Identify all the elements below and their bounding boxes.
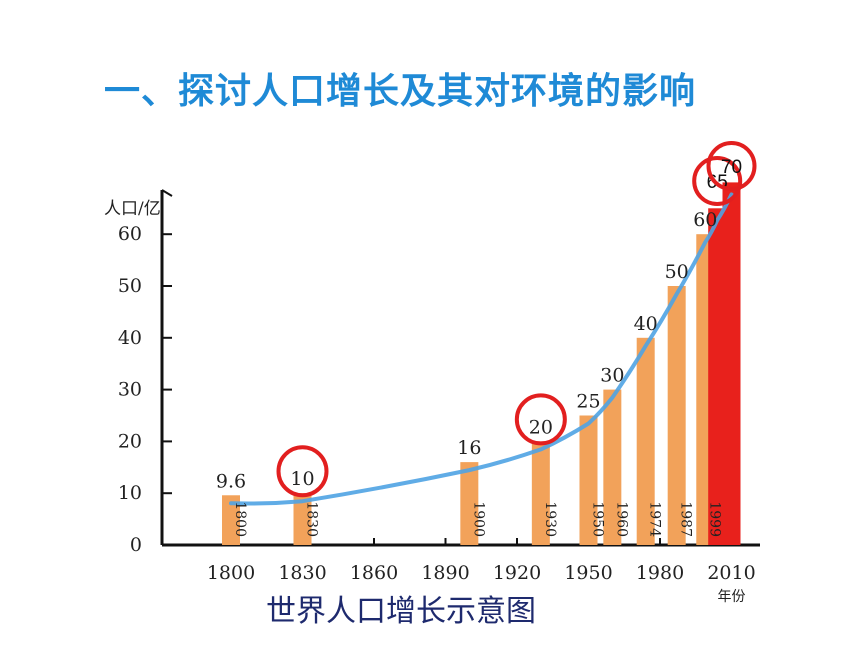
x-tick-label: 1920 — [493, 562, 541, 584]
y-axis-arrow — [161, 189, 173, 197]
x-tick-label: 1950 — [564, 562, 612, 584]
bar-value-label: 10 — [290, 468, 314, 490]
y-axis-title: 人口/亿 — [104, 199, 161, 219]
x-axis-extra-label: 年份 — [718, 589, 746, 605]
bar-year-label: 1800 — [232, 501, 248, 537]
slide-title: 一、探讨人口增长及其对环境的影响 — [104, 71, 697, 112]
chart-labels: 9.6 1800 10 1830 16 1900 20 1930 25 1950 30 1960 40 1… — [216, 209, 722, 537]
bar — [579, 415, 598, 545]
bar-year-label: 1987 — [678, 501, 694, 537]
x-tick-label: 1830 — [278, 562, 326, 584]
chart-caption: 世界人口增长示意图 — [266, 594, 536, 629]
x-tick-label: 2010 — [707, 562, 755, 584]
x-tick-label: 1890 — [421, 562, 469, 584]
chart-axes: 0 10 20 30 40 50 60 人口/亿 1800 1830 1860 1890 1920 195… — [104, 189, 760, 605]
y-tick-label: 0 — [130, 534, 142, 556]
bar-year-label: 1930 — [542, 501, 558, 537]
bar — [708, 208, 727, 546]
trend-line — [229, 192, 734, 506]
callout-circle — [514, 393, 567, 446]
bar-value-label: 16 — [457, 437, 481, 459]
bar — [667, 286, 686, 545]
y-tick-label: 40 — [118, 327, 142, 349]
y-tick-label: 50 — [118, 275, 142, 297]
bar-value-label: 25 — [576, 391, 600, 413]
trend-line-group — [229, 192, 734, 506]
callout-circle — [706, 141, 757, 191]
chart-bars — [222, 182, 741, 546]
bar — [636, 337, 655, 545]
bar — [722, 182, 741, 545]
bar-value-label: 20 — [529, 416, 553, 438]
bar — [603, 389, 622, 545]
callout-circle — [276, 445, 329, 498]
bar-value-label: 40 — [634, 313, 658, 335]
bar — [293, 493, 312, 545]
callout-label: 70 — [721, 157, 742, 178]
x-tick-label: 1800 — [207, 562, 255, 584]
callout-circle — [692, 156, 743, 206]
bar-value-label: 50 — [665, 261, 689, 283]
y-tick-label: 30 — [118, 379, 142, 401]
bar-value-label: 30 — [600, 365, 624, 387]
bar — [222, 495, 240, 545]
bar-value-label: 60 — [693, 209, 717, 231]
x-tick-label: 1980 — [636, 562, 684, 584]
bar-year-label: 1999 — [706, 501, 722, 537]
bar — [460, 462, 479, 545]
bar-value-label: 9.6 — [216, 470, 246, 492]
y-tick-label: 60 — [118, 223, 142, 245]
bar-year-label: 1900 — [470, 501, 486, 537]
y-tick-label: 20 — [118, 430, 142, 452]
y-tick-label: 10 — [118, 482, 142, 504]
bar-year-label: 1950 — [590, 501, 606, 537]
bar-year-label: 1830 — [304, 501, 320, 537]
x-tick-label: 1860 — [350, 562, 398, 584]
bar-year-label: 1960 — [613, 501, 629, 537]
bar-year-label: 1974 — [647, 501, 663, 537]
bar — [531, 441, 550, 545]
